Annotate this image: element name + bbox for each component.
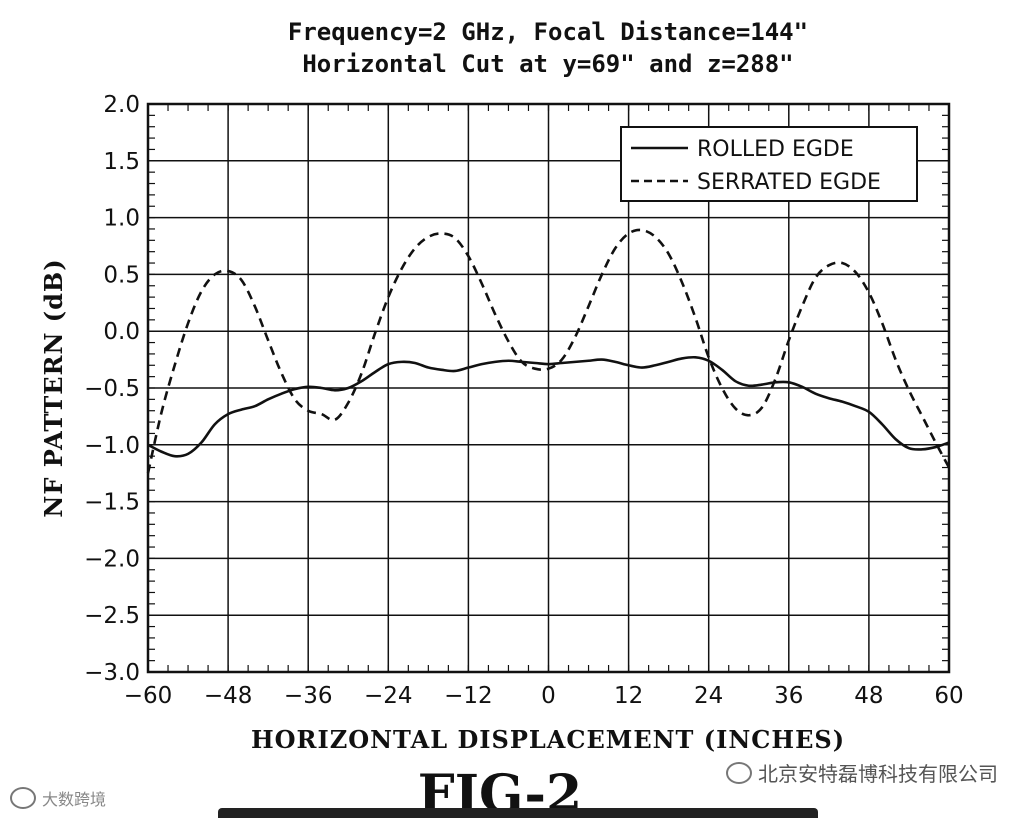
x-tick-label: −36 (284, 683, 333, 709)
legend-label-serrated-edge: SERRATED EGDE (697, 170, 881, 195)
y-tick-label: 2.0 (103, 92, 140, 118)
y-tick-label: −2.5 (84, 603, 140, 629)
y-tick-label: 0.0 (103, 319, 140, 345)
y-tick-label: 0.5 (103, 262, 140, 288)
series-line-serrated-edge (146, 228, 951, 474)
series-layer (146, 228, 951, 474)
series-line-rolled-edge (147, 355, 950, 458)
x-tick-label: 12 (614, 683, 643, 709)
y-axis-label: NF PATTERN (dB) (39, 258, 68, 517)
x-tick-label: 48 (854, 683, 883, 709)
x-tick-label: 0 (541, 683, 556, 709)
x-tick-label: 24 (694, 683, 723, 709)
x-tick-label: 60 (934, 683, 963, 709)
legend-box (620, 126, 918, 202)
legend-label-rolled-edge: ROLLED EGDE (697, 137, 854, 162)
bottom-bar (218, 808, 818, 818)
watermark-right: 北京安特磊博科技有限公司 (726, 758, 998, 787)
x-tick-label: −60 (124, 683, 173, 709)
y-tick-label: −3.0 (84, 660, 140, 686)
chart-title-line-2: Horizontal Cut at y=69" and z=288" (302, 50, 793, 78)
x-tick-label: −24 (364, 683, 413, 709)
y-tick-label: −0.5 (84, 376, 140, 402)
y-tick-label: −2.0 (84, 546, 140, 572)
watermark-left-text: 大数跨境 (42, 790, 107, 809)
wechat-icon (726, 761, 752, 784)
x-tick-label: −48 (204, 683, 253, 709)
y-tick-label: −1.0 (84, 433, 140, 459)
chart-title-line-1: Frequency=2 GHz, Focal Distance=144" (288, 18, 808, 46)
watermark-right-text: 北京安特磊博科技有限公司 (758, 762, 998, 786)
x-tick-label: 36 (774, 683, 803, 709)
weibo-icon (10, 787, 36, 809)
legend: ROLLED EGDE SERRATED EGDE (620, 126, 918, 202)
x-tick-label: −12 (444, 683, 493, 709)
y-tick-label: 1.5 (103, 149, 140, 175)
tick-layer: −60 −48 −36 −24 −12 0 12 24 36 48 60 2.0 1.5 1.0 0.5 0.… (84, 92, 964, 709)
y-tick-label: −1.5 (84, 490, 140, 516)
x-axis-label: HORIZONTAL DISPLACEMENT (INCHES) (251, 725, 845, 754)
y-tick-label: 1.0 (103, 206, 140, 232)
watermark-left: 大数跨境 (10, 786, 106, 810)
